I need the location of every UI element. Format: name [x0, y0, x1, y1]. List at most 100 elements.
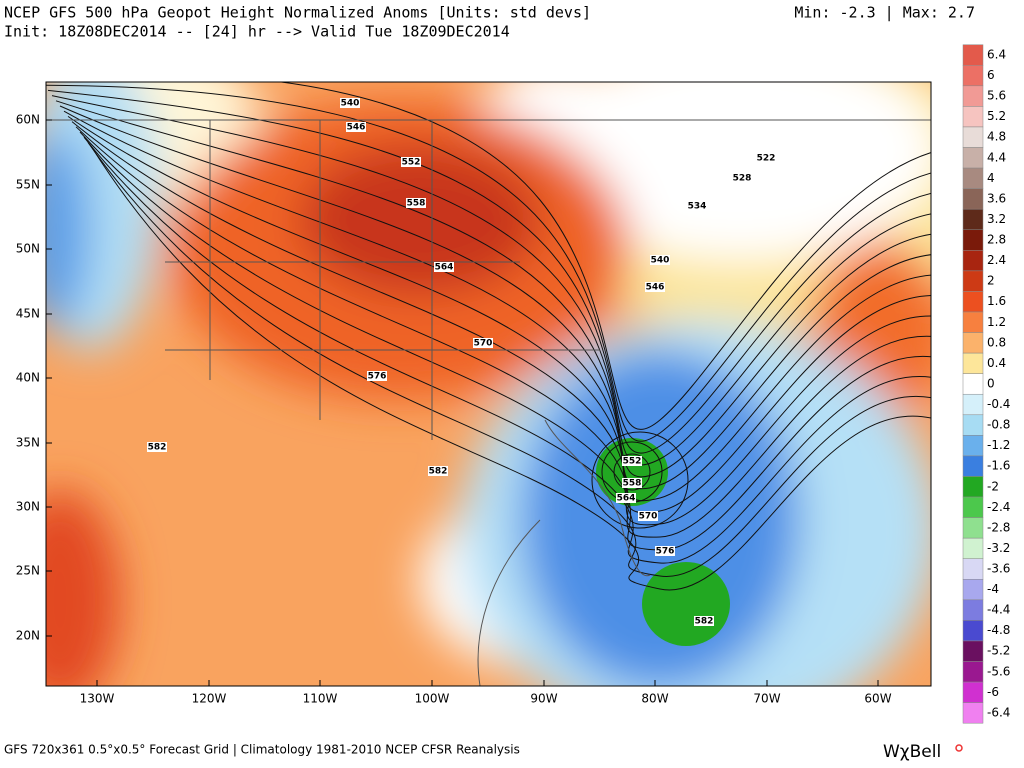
colorbar-label: 5.2 — [987, 109, 1006, 123]
colorbar-swatch — [962, 393, 984, 416]
colorbar-swatch — [962, 126, 984, 148]
colorbar-swatch — [962, 208, 984, 231]
lon-label: 130W — [80, 692, 115, 706]
colorbar-label: -1.2 — [987, 438, 1010, 452]
colorbar-label: 3.2 — [987, 212, 1006, 226]
colorbar-swatch — [962, 332, 984, 354]
colorbar-label: 4.8 — [987, 130, 1006, 144]
colorbar-label: -2 — [987, 479, 999, 493]
colorbar-swatch — [962, 455, 984, 477]
contour-line — [87, 142, 931, 577]
logo-dot — [955, 744, 963, 752]
colorbar-swatch — [962, 558, 984, 580]
colorbar-swatch — [962, 681, 984, 703]
contour-line — [63, 110, 931, 502]
contour-ring — [591, 431, 689, 529]
colorbar-label: -4 — [987, 582, 999, 596]
contour-label-bg — [687, 201, 707, 211]
colorbar-swatch — [962, 44, 984, 66]
contour-label: 582 — [148, 443, 167, 453]
colorbar-swatch — [962, 414, 984, 436]
contour-label-bg — [694, 616, 714, 626]
contour-line — [51, 95, 931, 466]
contour-label-bg — [428, 466, 448, 476]
colorbar-swatch — [962, 661, 984, 683]
lat-label: 35N — [16, 436, 40, 450]
colorbar-swatch — [962, 620, 984, 642]
contour-label-bg — [622, 478, 642, 488]
contour-label-bg — [638, 511, 658, 521]
footer-source: GFS 720x361 0.5°x0.5° Forecast Grid | Cl… — [4, 743, 520, 757]
contour-label-bg — [655, 546, 675, 556]
contour-label-bg — [616, 493, 636, 503]
colorbar-swatch — [962, 106, 984, 128]
colorbar-label: -0.8 — [987, 418, 1010, 432]
colorbar-swatch — [962, 599, 984, 621]
lon-label: 80W — [641, 692, 668, 706]
colorbar-swatch — [962, 476, 984, 498]
contour-line — [71, 121, 931, 526]
colorbar-label: -1.6 — [987, 459, 1010, 473]
colorbar-swatch — [962, 167, 984, 189]
lat-label: 55N — [16, 178, 40, 192]
colorbar-swatch — [962, 85, 984, 107]
contour-label: 540 — [341, 99, 360, 109]
colorbar-label: 3.6 — [987, 191, 1006, 205]
lon-label: 90W — [530, 692, 557, 706]
contour-label: 528 — [733, 174, 752, 184]
colorbar-label: -3.2 — [987, 541, 1010, 555]
contour-ring — [613, 453, 651, 491]
colorbar-label: 1.6 — [987, 294, 1006, 308]
colorbar-label: 1.2 — [987, 315, 1006, 329]
contour-label-bg — [645, 282, 665, 292]
colorbar-swatch — [962, 537, 984, 559]
colorbar-label: 2 — [987, 274, 995, 288]
init-line: Init: 18Z08DEC2014 -- [24] hr --> Valid … — [4, 23, 510, 41]
colorbar-swatch — [962, 311, 984, 333]
contour-line — [55, 100, 931, 478]
map-field — [46, 82, 931, 686]
contour-label-bg — [622, 456, 642, 466]
contour-label-bg — [367, 371, 387, 381]
colorbar-label: -5.6 — [987, 664, 1010, 678]
lon-label: 100W — [415, 692, 450, 706]
contour-label: 570 — [474, 339, 493, 349]
contour-line — [91, 147, 931, 591]
colorbar-swatch — [962, 188, 984, 210]
colorbar-swatch — [962, 270, 984, 292]
colorbar-swatch — [962, 291, 984, 313]
colorbar-label: 4.4 — [987, 150, 1006, 164]
colorbar-label: 5.6 — [987, 89, 1006, 103]
colorbar-label: -4.4 — [987, 603, 1010, 617]
contour-label-bg — [346, 122, 366, 132]
contour-label: 546 — [646, 283, 665, 293]
colorbar-swatch — [962, 229, 984, 251]
colorbar-label: 0.8 — [987, 335, 1006, 349]
lon-label: 60W — [864, 692, 891, 706]
lat-label: 60N — [16, 113, 40, 127]
map-frame — [45, 81, 932, 687]
contour-label: 570 — [639, 512, 658, 522]
colorbar-label: -3.6 — [987, 562, 1010, 576]
colorbar-swatch — [962, 352, 984, 374]
contour-label: 558 — [623, 479, 642, 489]
lon-label: 70W — [753, 692, 780, 706]
contour-line — [59, 105, 931, 490]
contour-label: 582 — [429, 467, 448, 477]
colorbar-swatch — [962, 702, 984, 724]
colorbar-label: -2.8 — [987, 520, 1010, 534]
lon-label: 120W — [192, 692, 227, 706]
colorbar-label: -6 — [987, 685, 999, 699]
contour-line — [47, 89, 931, 454]
lat-label: 20N — [16, 629, 40, 643]
colorbar-swatch — [962, 435, 984, 457]
colorbar-label: 2.8 — [987, 233, 1006, 247]
contour-line — [83, 136, 931, 564]
logo: WχBell — [883, 742, 941, 762]
contour-label: 552 — [402, 158, 421, 168]
colorbar-label: -0.4 — [987, 397, 1010, 411]
colorbar-swatch — [962, 517, 984, 539]
colorbar-label: -2.4 — [987, 500, 1010, 514]
colorbar-swatch — [962, 496, 984, 518]
